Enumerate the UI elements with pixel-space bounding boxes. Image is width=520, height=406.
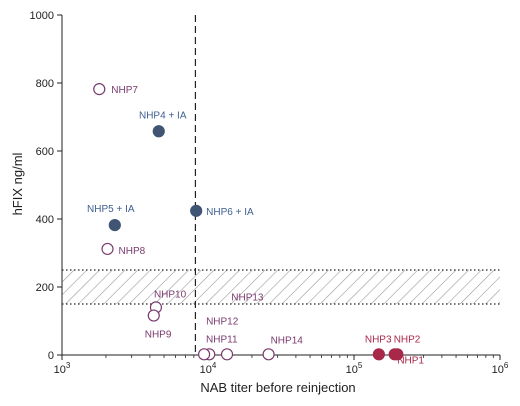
point-label-nhp4-ia: NHP4 + IA: [139, 110, 187, 121]
y-tick-label: 600: [36, 146, 54, 158]
point-label-nhp6-ia: NHP6 + IA: [206, 207, 254, 218]
point-label-nhp9: NHP9: [145, 330, 172, 341]
point-label-nhp13: NHP13: [231, 292, 264, 303]
point-nhp4-ia: [152, 125, 165, 138]
x-tick-label: 104: [200, 361, 217, 376]
y-tick-label: 1000: [30, 10, 54, 22]
point-nhp7: [93, 83, 106, 96]
point-label-nhp7: NHP7: [111, 85, 138, 96]
y-axis-title: hFIX ng/ml: [10, 152, 25, 215]
y-tick-label: 0: [48, 350, 54, 362]
point-nhp1: [391, 348, 404, 361]
y-tick-label: 800: [36, 78, 54, 90]
point-label-nhp12: NHP12: [206, 316, 239, 327]
point-nhp3: [372, 348, 385, 361]
x-tick-label: 106: [492, 361, 509, 376]
point-label-nhp10: NHP10: [154, 289, 187, 300]
point-nhp6-ia: [190, 204, 203, 217]
point-label-nhp1: NHP1: [397, 355, 424, 366]
point-label-nhp5-ia: NHP5 + IA: [87, 204, 135, 215]
x-axis-title: NAB titer before reinjection: [200, 380, 355, 395]
point-nhp12: [197, 348, 211, 361]
y-tick-label: 200: [36, 282, 54, 294]
point-label-nhp11: NHP11: [206, 334, 238, 345]
x-tick-label: 105: [346, 361, 363, 376]
point-nhp5-ia: [108, 219, 121, 232]
x-tick-label: 103: [54, 361, 71, 376]
point-nhp14: [262, 348, 275, 361]
point-label-nhp2: NHP2: [394, 334, 421, 345]
point-nhp8: [101, 242, 114, 256]
point-label-nhp3: NHP3: [365, 334, 392, 345]
point-nhp11: [220, 348, 234, 361]
shaded-band: [62, 270, 500, 304]
y-tick-label: 400: [36, 214, 54, 226]
point-label-nhp14: NHP14: [271, 335, 304, 346]
point-nhp9: [147, 309, 160, 322]
point-label-nhp8: NHP8: [119, 246, 146, 257]
